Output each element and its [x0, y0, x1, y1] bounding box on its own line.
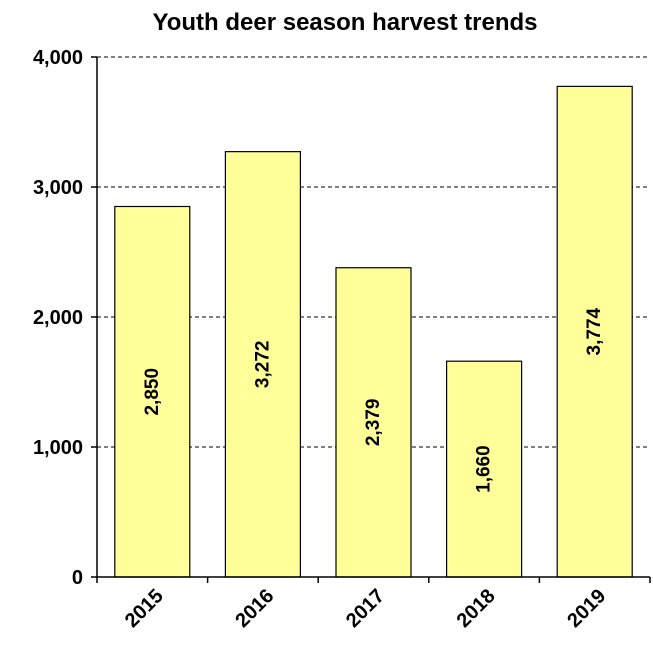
y-tick-label: 4,000 — [33, 47, 83, 69]
data-label-2019: 3,774 — [584, 307, 605, 355]
bar-2016 — [224, 151, 301, 578]
x-tick-label: 2015 — [121, 585, 168, 632]
x-tick-label: 2019 — [563, 585, 610, 632]
bar-2018 — [446, 360, 523, 578]
y-axis-ticks: 0 1,000 2,000 3,000 4,000 — [33, 47, 97, 589]
data-label-2018: 1,660 — [474, 445, 495, 493]
y-tick-label: 3,000 — [33, 177, 83, 199]
x-tick-label: 2017 — [342, 585, 389, 632]
y-tick-label: 2,000 — [33, 307, 83, 329]
y-tick-label: 1,000 — [33, 437, 83, 459]
x-axis-ticks: 2015 2016 2017 2018 2019 — [96, 577, 651, 632]
data-label-2015: 2,850 — [142, 368, 163, 416]
bars: 2,850 3,272 2,379 1,660 3,774 — [114, 85, 633, 578]
bar-2015 — [114, 205, 191, 578]
data-label-2017: 2,379 — [363, 399, 384, 447]
bar-2019 — [556, 85, 633, 578]
chart-title: Youth deer season harvest trends — [152, 9, 537, 36]
data-label-2016: 3,272 — [252, 341, 273, 389]
y-tick-label: 0 — [72, 567, 83, 589]
bar-2017 — [335, 267, 412, 578]
x-tick-label: 2016 — [231, 585, 278, 632]
x-tick-label: 2018 — [453, 585, 500, 632]
